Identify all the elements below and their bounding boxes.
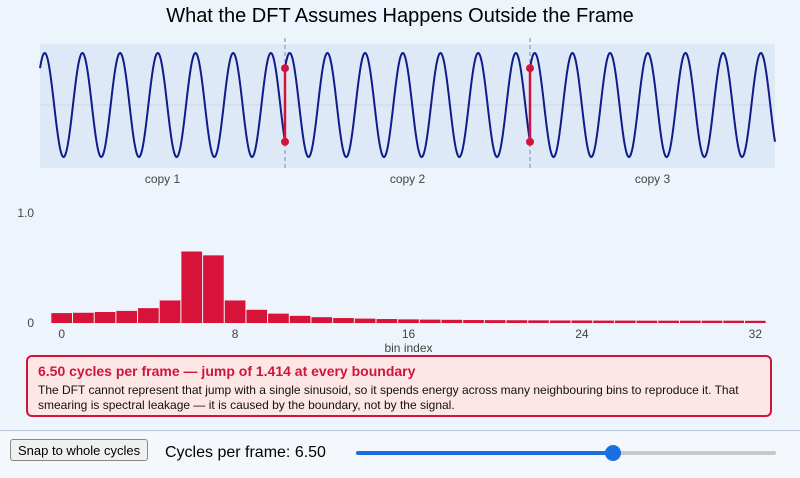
jump-start-dot xyxy=(281,64,289,73)
spectrum-bar xyxy=(73,312,94,323)
x-tick-label: 16 xyxy=(402,327,416,341)
spectrum-bar xyxy=(354,318,376,323)
signal-copy-2 xyxy=(284,51,531,159)
spectrum-bar xyxy=(549,320,571,323)
spectrum-bar xyxy=(571,320,593,323)
control-bar: Snap to whole cycles Cycles per frame: 6… xyxy=(0,430,800,478)
signal-copy-1 xyxy=(39,51,286,159)
spectrum-bar xyxy=(224,300,246,323)
x-tick-label: 24 xyxy=(575,327,589,341)
spectrum-bar xyxy=(506,320,528,323)
spectrum-bar xyxy=(181,251,203,323)
spectrum-bar xyxy=(289,315,311,323)
spectrum-bar xyxy=(723,320,744,323)
spectrum-bar xyxy=(701,320,723,323)
callout-body: The DFT cannot represent that jump with … xyxy=(38,383,739,412)
cycles-slider[interactable] xyxy=(356,445,776,461)
y-tick-label: 1.0 xyxy=(17,206,34,220)
spectrum-bar xyxy=(138,308,159,323)
spectrum-bar xyxy=(94,312,116,323)
spectrum-bar xyxy=(658,320,679,323)
spectrum-bar xyxy=(463,320,484,323)
spectrum-bar xyxy=(528,320,549,323)
spectrum-bar xyxy=(398,319,419,323)
spectrum-bar xyxy=(636,320,658,323)
cycles-slider-fill xyxy=(356,451,613,455)
spectrum-bar xyxy=(441,319,463,323)
spectrum-bar-chart: 0 1.0 0 8 16 24 32 bin index xyxy=(17,206,766,355)
spectrum-bar xyxy=(333,318,354,323)
copy-label: copy 3 xyxy=(635,172,671,186)
signal-copy-3 xyxy=(529,51,776,159)
jump-start-dot xyxy=(526,64,534,73)
y-tick-label: 0 xyxy=(27,316,34,330)
copy-label: copy 1 xyxy=(145,172,181,186)
frame-background xyxy=(40,44,775,168)
spectrum-bar xyxy=(311,317,333,323)
spectrum-bar xyxy=(484,320,506,323)
x-tick-label: 32 xyxy=(749,327,763,341)
spectrum-bar xyxy=(419,319,441,323)
periodic-extension-plot: copy 1 copy 2 copy 3 xyxy=(39,38,776,186)
jump-end-dot xyxy=(281,137,289,146)
copy-label: copy 2 xyxy=(390,172,426,186)
spectrum-bar xyxy=(376,319,398,323)
spectrum-bar xyxy=(246,309,268,323)
spectrum-bar xyxy=(268,313,289,323)
snap-to-whole-cycles-button[interactable]: Snap to whole cycles xyxy=(10,439,149,461)
jump-end-dot xyxy=(526,137,534,146)
spectrum-bar xyxy=(203,255,224,323)
cycles-slider-thumb[interactable] xyxy=(604,445,621,461)
spectrum-bar xyxy=(159,300,181,323)
spectrum-bar xyxy=(614,320,636,323)
spectrum-bar xyxy=(679,320,701,323)
spectrum-bar xyxy=(593,320,614,323)
leakage-callout: 6.50 cycles per frame — jump of 1.414 at… xyxy=(26,355,772,417)
spectrum-bar xyxy=(744,320,766,323)
x-tick-label: 0 xyxy=(58,327,65,341)
page-title: What the DFT Assumes Happens Outside the… xyxy=(166,5,634,27)
spectrum-bar xyxy=(51,313,73,323)
x-tick-label: 8 xyxy=(232,327,239,341)
cycles-per-frame-label: Cycles per frame: 6.50 xyxy=(165,444,326,461)
spectrum-bar xyxy=(116,310,138,323)
callout-headline: 6.50 cycles per frame — jump of 1.414 at… xyxy=(38,363,416,379)
x-axis-label: bin index xyxy=(384,341,432,355)
